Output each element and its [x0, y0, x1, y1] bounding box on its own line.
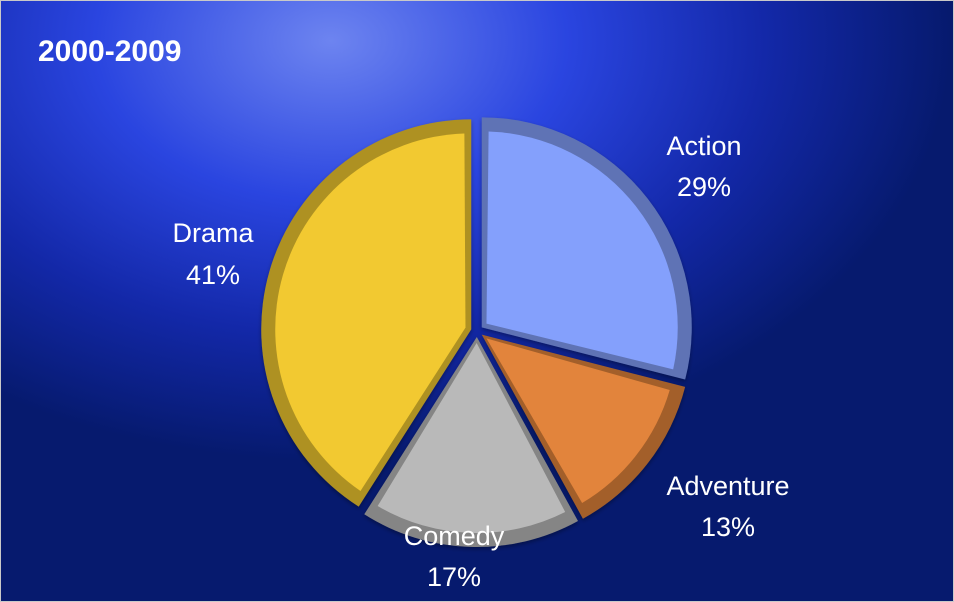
pie-slice-face [486, 338, 670, 504]
data-label-category: Adventure [666, 471, 789, 501]
pie-slice-face [486, 131, 678, 370]
pie-data-labels: Action 29% Adventure 13% Comedy 17% Drama 41% [172, 131, 789, 592]
chart-title: 2000-2009 [38, 35, 182, 68]
pie-slice-drama [261, 119, 472, 507]
pie-slices [261, 117, 692, 547]
data-label-category: Drama [172, 218, 254, 248]
pie-slice-action [481, 117, 692, 380]
data-label-percent: 13% [701, 512, 755, 542]
data-label-percent: 17% [427, 562, 481, 592]
data-label-percent: 41% [186, 260, 240, 290]
pie-slice-adventure [481, 334, 686, 519]
data-label-category: Comedy [404, 521, 505, 551]
data-label-category: Action [666, 131, 741, 161]
data-label-percent: 29% [677, 172, 731, 202]
pie-slice-comedy [364, 336, 578, 547]
pie-slice-face [275, 133, 466, 492]
pie-slice-face [377, 342, 566, 533]
